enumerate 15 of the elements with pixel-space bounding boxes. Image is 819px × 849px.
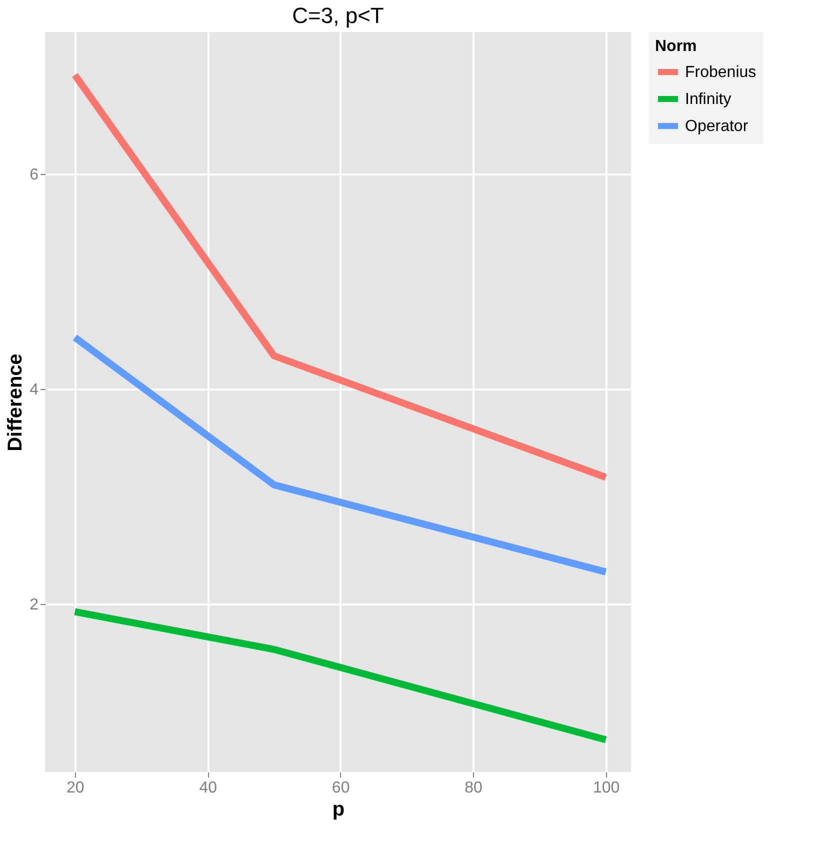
x-tick-label: 80 <box>464 780 483 796</box>
y-tick-label: 2 <box>30 596 39 614</box>
legend-label: Operator <box>685 118 749 135</box>
legend-label: Frobenius <box>685 64 756 81</box>
x-tick-label: 100 <box>592 780 620 796</box>
x-tick-label: 20 <box>66 780 84 796</box>
y-tick-label: 6 <box>30 166 39 184</box>
x-tick-label: 40 <box>199 780 218 796</box>
legend-label: Infinity <box>685 91 732 108</box>
x-tick-label: 60 <box>332 780 350 796</box>
legend-title: Norm <box>655 38 697 55</box>
y-axis-title: Difference <box>4 354 27 452</box>
x-axis-title: p <box>332 798 345 820</box>
y-tick-label: 4 <box>30 382 39 399</box>
chart-title: C=3, p<T <box>292 3 384 28</box>
